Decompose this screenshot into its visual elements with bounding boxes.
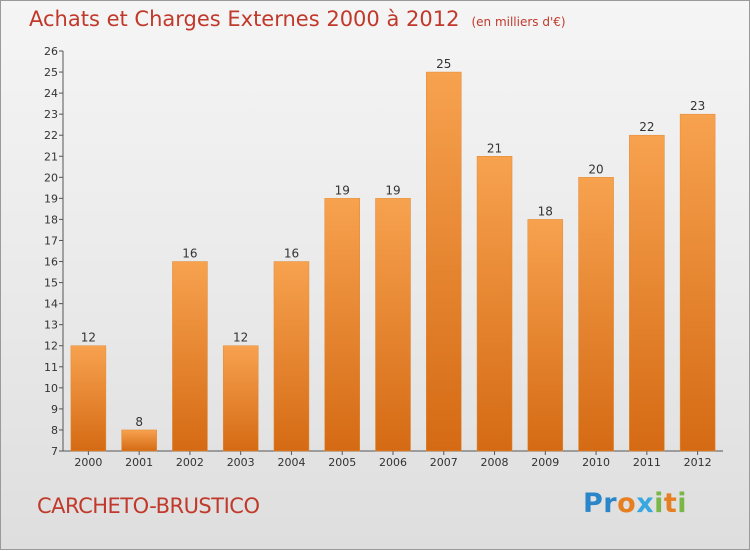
logo-letter: r	[603, 488, 618, 519]
logo-letter: o	[617, 488, 637, 519]
bar-value-label: 21	[487, 141, 502, 155]
proxiti-logo: Proxiti	[583, 488, 687, 519]
x-tick-label: 2006	[379, 456, 407, 469]
y-tick-label: 23	[44, 108, 58, 121]
y-tick-label: 9	[51, 403, 58, 416]
x-tick-label: 2003	[227, 456, 255, 469]
x-tick-label: 2007	[430, 456, 458, 469]
bar-value-label: 12	[233, 331, 248, 345]
bar-value-label: 20	[588, 162, 603, 176]
y-tick-label: 19	[44, 192, 58, 205]
commune-name: CARCHETO-BRUSTICO	[37, 494, 260, 518]
bar	[324, 198, 360, 452]
logo-letter: P	[583, 488, 604, 519]
y-tick-label: 26	[44, 45, 58, 58]
bar-value-label: 16	[284, 247, 299, 261]
bar-value-label: 19	[385, 183, 400, 197]
x-tick-label: 2001	[125, 456, 153, 469]
bar	[426, 71, 462, 452]
y-tick-label: 8	[51, 424, 58, 437]
bar-value-label: 25	[436, 57, 451, 71]
bar-value-label: 8	[135, 415, 143, 429]
y-tick-label: 7	[51, 445, 58, 458]
logo-letter: x	[636, 488, 655, 519]
y-tick-label: 16	[44, 256, 58, 269]
y-tick-label: 12	[44, 340, 58, 353]
bar	[527, 219, 564, 452]
bar-value-label: 16	[182, 247, 197, 261]
x-tick-label: 2009	[531, 456, 559, 469]
chart-title-text: Achats et Charges Externes 2000 à 2012	[29, 7, 460, 31]
x-tick-label: 2000	[74, 456, 102, 469]
y-tick-label: 22	[44, 129, 58, 142]
y-tick-label: 21	[44, 150, 58, 163]
y-tick-label: 15	[44, 277, 58, 290]
x-tick-label: 2010	[582, 456, 610, 469]
logo-letter: i	[677, 488, 688, 519]
logo-letter: i	[654, 488, 664, 519]
bar	[629, 134, 665, 452]
y-tick-label: 20	[44, 171, 58, 184]
x-tick-label: 2005	[328, 456, 356, 469]
x-tick-label: 2008	[481, 456, 509, 469]
y-tick-label: 18	[44, 213, 58, 226]
chart-axes: 7 8 9 10 11 12 13 14 15 16 17 18 19 20 21 22 23 24 25 26 200…	[44, 45, 723, 469]
y-tick-label: 10	[44, 382, 58, 395]
x-tick-label: 2002	[176, 456, 204, 469]
bar	[476, 156, 513, 452]
bar	[273, 261, 310, 452]
chart-value-labels: 12 8 16 12 16 19 19 25 21 18 20 22 23	[81, 57, 706, 429]
x-tick-label: 2004	[277, 456, 305, 469]
bar	[679, 113, 716, 452]
bar-value-label: 23	[690, 99, 705, 113]
chart-bars	[70, 71, 716, 452]
bar	[121, 429, 157, 452]
bar-value-label: 22	[639, 120, 654, 134]
y-tick-label: 24	[44, 87, 58, 100]
y-tick-label: 14	[44, 298, 58, 311]
y-tick-label: 17	[44, 234, 58, 247]
x-tick-label: 2012	[684, 456, 712, 469]
chart-subtitle: (en milliers d'€)	[471, 15, 566, 29]
bar	[375, 198, 411, 452]
bar	[172, 261, 208, 452]
bar	[70, 345, 107, 452]
bar	[222, 345, 259, 452]
x-tick-label: 2011	[633, 456, 661, 469]
bar-value-label: 19	[335, 183, 350, 197]
y-tick-label: 25	[44, 66, 58, 79]
chart-title: Achats et Charges Externes 2000 à 2012 (e…	[29, 7, 566, 31]
bar	[578, 177, 614, 452]
y-tick-label: 13	[44, 319, 58, 332]
logo-letter: t	[663, 488, 678, 519]
bar-value-label: 12	[81, 331, 96, 345]
y-tick-label: 11	[44, 361, 58, 374]
bar-value-label: 18	[538, 204, 553, 218]
